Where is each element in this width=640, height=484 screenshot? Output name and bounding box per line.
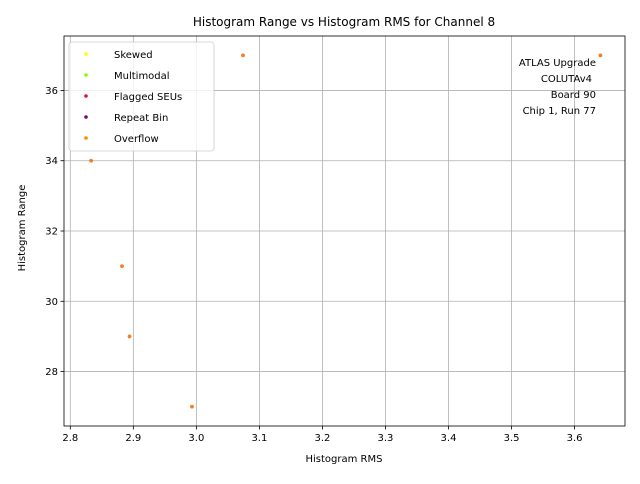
chart-title: Histogram Range vs Histogram RMS for Cha… (193, 15, 495, 29)
data-points (89, 53, 603, 409)
legend: Skewed Multimodal Flagged SEUs Repeat Bin Ov… (68, 41, 215, 152)
annotation-line-2: COLUTAv4 (541, 74, 592, 85)
y-tick-label: 36 (45, 86, 58, 97)
annotation-box: ATLAS Upgrade COLUTAv4 Board 90 Chip 1, … (519, 58, 596, 117)
plot-frame (63, 35, 626, 427)
x-tick-label: 3.6 (567, 433, 583, 444)
axes: 2.8 2.9 3.0 3.1 3.2 3.3 3.4 3.5 3.6 28 30 32 34 36 (45, 35, 626, 444)
y-tick-label: 32 (45, 227, 58, 238)
annotation-line-1: ATLAS Upgrade (519, 58, 596, 69)
x-tick-label: 3.1 (251, 433, 267, 444)
x-tick-label: 3.2 (314, 433, 330, 444)
y-tick-label: 30 (45, 297, 58, 308)
data-point (127, 334, 132, 339)
legend-frame (68, 41, 215, 152)
x-tick-label: 3.4 (441, 433, 457, 444)
legend-marker (84, 52, 88, 56)
legend-label: Overflow (114, 134, 159, 145)
y-axis-label: Histogram Range (17, 185, 28, 272)
legend-marker (84, 136, 88, 140)
annotation-line-4: Chip 1, Run 77 (523, 106, 596, 117)
x-axis-label: Histogram RMS (306, 454, 383, 465)
annotation-line-3: Board 90 (551, 90, 596, 101)
x-tick-label: 3.3 (378, 433, 394, 444)
data-point (89, 158, 93, 163)
x-tick-label: 2.8 (62, 433, 78, 444)
legend-marker (84, 73, 88, 77)
legend-label: Skewed (114, 50, 153, 61)
data-point (190, 404, 194, 409)
data-point (241, 53, 245, 58)
legend-marker (84, 94, 88, 98)
legend-marker (84, 115, 88, 119)
x-tick-label: 2.9 (125, 433, 141, 444)
x-tick-label: 3.5 (504, 433, 520, 444)
legend-label: Flagged SEUs (114, 92, 182, 103)
grid (64, 36, 625, 426)
legend-label: Multimodal (114, 71, 170, 82)
y-tick-label: 28 (45, 367, 58, 378)
data-point (598, 53, 603, 58)
y-tick-label: 34 (45, 156, 58, 167)
legend-label: Repeat Bin (114, 113, 168, 124)
x-tick-label: 3.0 (188, 433, 204, 444)
data-point (120, 264, 124, 268)
